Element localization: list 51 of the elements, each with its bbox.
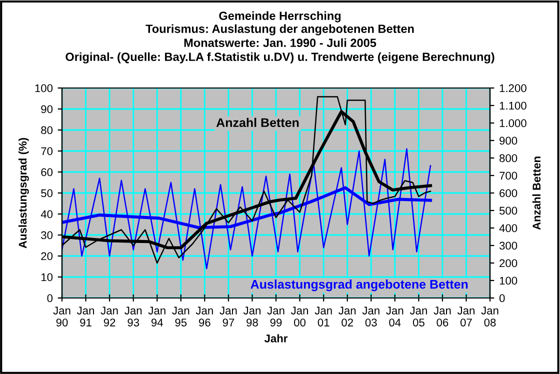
y2-tick-label: 600 [500,189,518,198]
y-tick-label: 50 [41,189,53,198]
y-tick-label: 90 [41,105,53,114]
x-tick-label: Jan 94 [148,306,166,326]
x-tick-label: Jan 07 [457,306,474,326]
x-tick-label: Jan 04 [386,306,404,326]
y2-tick-label: 900 [500,136,518,145]
x-tick-label: Jan 00 [290,306,308,326]
x-tick-label: Jan 95 [172,306,190,326]
x-tick-label: Jan 96 [196,306,213,326]
y2-tick-label: 1.000 [500,119,526,128]
y2-tick-label: 100 [500,276,518,285]
y-axis-title: Auslastungsgrad (%) [18,138,29,248]
y2-tick-label: 700 [500,172,518,180]
y2-tick-label: 0 [499,294,505,302]
chart-subtitle: Tourismus: Auslastung der angebotenen Betten Monatswerte: Jan. 1990 - Juli 2005 Original- (Quelle: Bay.LA f.Statistik u.DV) u. Trendwerte (eigene Berechnung) [66,24,494,64]
x-tick-label: Jan 08 [481,306,498,326]
y2-tick-label: 1.200 [500,84,526,92]
y2-tick-label: 1.100 [500,102,526,110]
x-tick-label: Jan 92 [100,306,118,326]
x-tick-label: Jan 05 [410,306,427,326]
y-tick-label: 60 [41,168,53,176]
x-tick-label: Jan 93 [124,306,142,326]
y-tick-label: 100 [35,84,53,92]
x-tick-label: Jan 03 [362,306,380,326]
x-tick-label: Jan 97 [220,306,237,326]
y2-tick-label: 200 [500,259,518,268]
chart-title: Gemeinde Herrsching [219,11,341,22]
y-tick-label: 80 [41,126,53,134]
x-tick-label: Jan 01 [314,306,332,326]
x-tick-label: Jan 99 [267,306,284,326]
y-tick-label: 40 [40,210,53,218]
x-tick-label: Jan 98 [243,306,260,326]
x-tick-label: Jan 06 [434,306,451,326]
line-series [62,148,432,270]
x-tick-label: Jan 91 [76,306,94,326]
text: Anzahl Betten [216,118,299,128]
y-tick-label: 70 [41,147,53,156]
y-tick-label: 30 [41,231,53,240]
y2-tick-label: 800 [500,154,518,162]
y2-axis-title: Anzahl Betten [532,156,541,230]
text: Auslastungsgrad angebotene Betten [250,280,468,292]
x-tick-label: Jan 02 [338,306,356,326]
x-axis-title: Jahr [264,334,288,342]
y-tick-label: 20 [41,252,53,260]
y2-tick-label: 500 [499,206,518,215]
x-tick-label: Jan 90 [53,306,70,326]
y-tick-label: 0 [47,294,53,302]
y2-tick-label: 300 [499,242,518,250]
y2-tick-label: 400 [499,224,518,232]
y-tick-label: 10 [41,273,53,282]
